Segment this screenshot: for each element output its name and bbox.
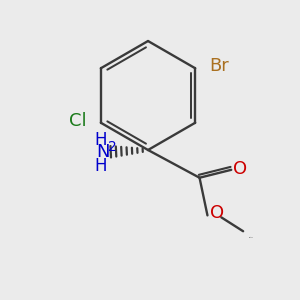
Text: Br: Br (209, 57, 229, 75)
Text: H: H (94, 131, 107, 149)
Text: methyl: methyl (249, 237, 254, 238)
Text: 2: 2 (108, 140, 117, 154)
Text: H: H (94, 157, 107, 175)
Text: O: O (233, 160, 247, 178)
Text: Cl: Cl (69, 112, 87, 130)
Text: O: O (210, 204, 224, 222)
Text: N: N (97, 143, 110, 161)
